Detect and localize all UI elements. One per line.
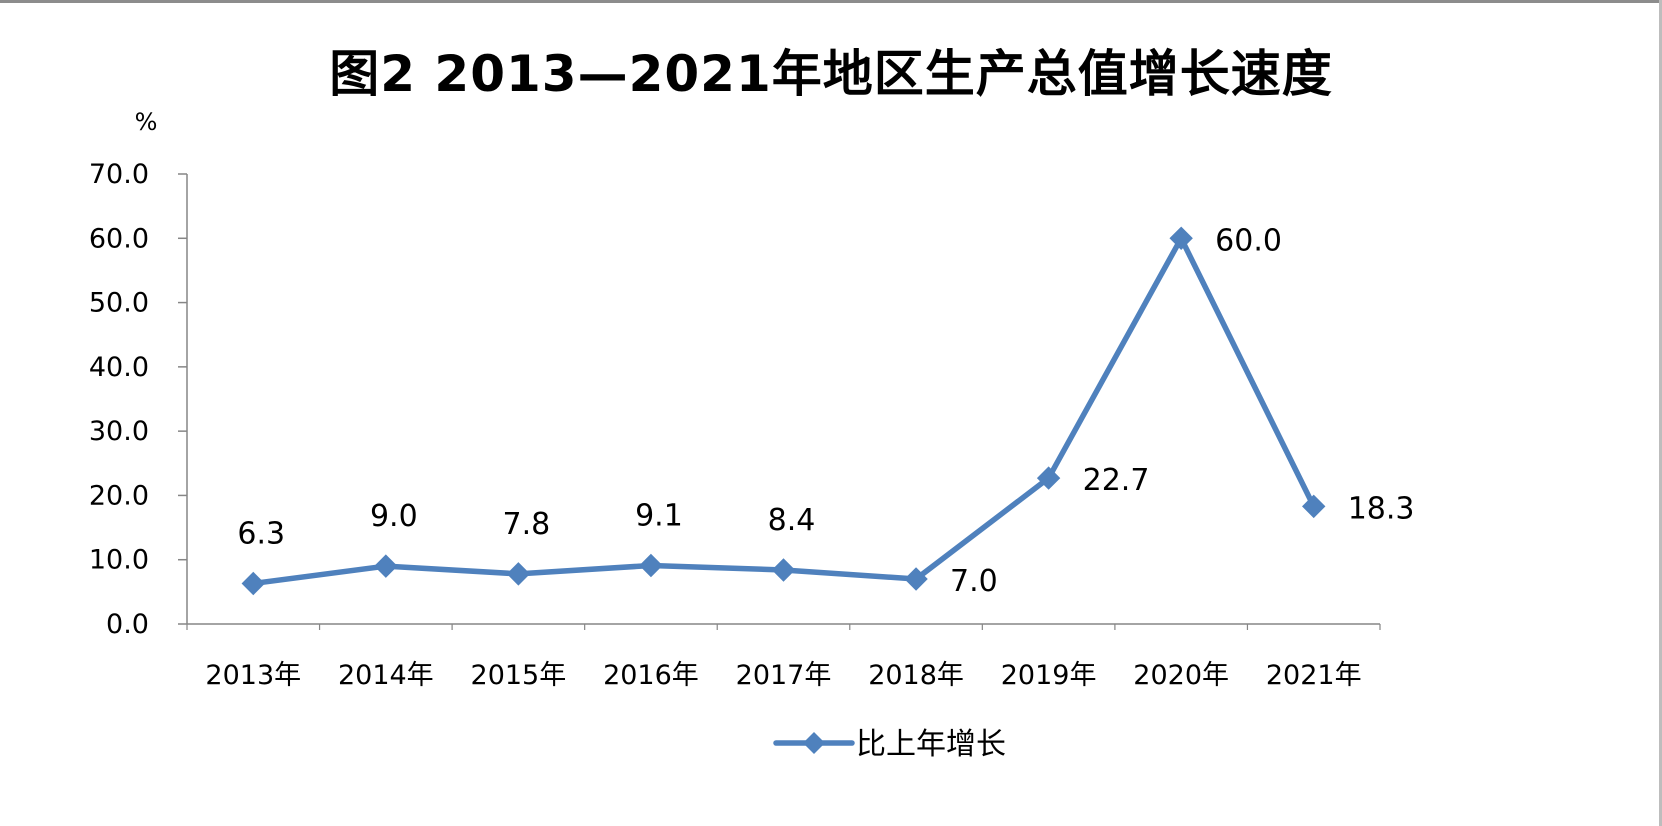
legend: 比上年增长 (773, 727, 1006, 762)
x-tick-label: 2013年 (205, 660, 301, 691)
y-tick-label: 20.0 (89, 480, 149, 511)
data-point-marker (1302, 494, 1326, 519)
x-tick-label: 2021年 (1266, 660, 1362, 691)
y-axis-unit-label: % (135, 108, 158, 136)
top-border (0, 0, 1662, 3)
x-tick-label: 2016年 (603, 660, 699, 691)
data-label: 18.3 (1348, 491, 1415, 526)
x-tick-label: 2020年 (1133, 660, 1229, 691)
legend-swatch-marker (803, 732, 825, 754)
series-growth (241, 226, 1326, 596)
y-tick-label: 40.0 (89, 352, 149, 383)
y-tick-label: 10.0 (89, 545, 149, 576)
data-point-marker (1169, 226, 1193, 250)
x-tick-label: 2015年 (471, 660, 567, 691)
y-tick-label: 60.0 (89, 223, 149, 254)
y-tick-label: 30.0 (89, 416, 149, 447)
data-point-marker (241, 571, 265, 596)
chart-title: 图2 2013—2021年地区生产总值增长速度 (329, 45, 1333, 103)
data-point-marker (506, 562, 531, 586)
x-tick-label: 2014年 (338, 660, 434, 691)
x-tick-label: 2017年 (736, 660, 832, 691)
data-point-marker (639, 553, 663, 578)
data-label: 6.3 (237, 517, 285, 552)
y-tick-label: 50.0 (89, 288, 149, 319)
data-label: 7.8 (503, 507, 551, 542)
data-point-marker (1036, 466, 1061, 490)
legend-label: 比上年增长 (856, 727, 1006, 762)
data-point-marker (374, 554, 398, 578)
data-point-marker (771, 558, 796, 582)
data-label: 7.0 (950, 564, 998, 599)
data-label: 8.4 (768, 503, 816, 538)
data-label: 22.7 (1083, 463, 1150, 498)
right-border (1659, 0, 1662, 826)
y-tick-label: 0.0 (106, 609, 149, 640)
y-tick-label: 70.0 (89, 159, 149, 190)
data-label: 9.0 (370, 499, 418, 534)
data-label: 9.1 (635, 499, 683, 534)
x-tick-label: 2019年 (1001, 660, 1097, 691)
data-point-marker (904, 567, 928, 591)
axes: 0.0 10.0 20.0 30.0 40.0 50.0 60.0 70.0% 2013年 201… (89, 108, 1381, 691)
data-labels: 6.3 9.0 7.8 9.1 8.4 7.0 22.7 60.0 18.3 (237, 223, 1414, 599)
data-label: 60.0 (1215, 223, 1282, 258)
x-tick-label: 2018年 (868, 660, 964, 691)
